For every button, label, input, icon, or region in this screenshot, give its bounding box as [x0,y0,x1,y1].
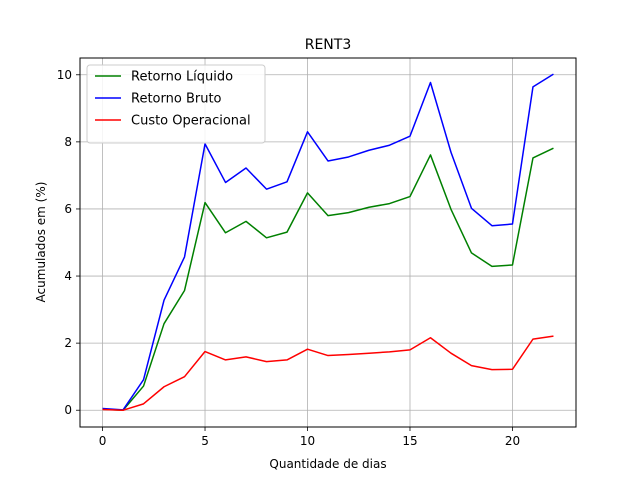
legend-label: Custo Operacional [131,114,251,129]
series-layer [102,73,554,411]
y-tick-label: 10 [57,68,72,82]
grid [80,58,576,427]
x-tick-label: 20 [505,434,520,448]
x-tick-label: 5 [201,434,209,448]
series-line-retorno-liquido [102,147,554,411]
plot-frame [79,57,577,428]
x-axis-label: Quantidade de dias [269,457,386,471]
y-tick-label: 4 [64,269,72,283]
series-line-custo-operacional [102,335,554,411]
x-tick-label: 0 [99,434,107,448]
y-tick-label: 8 [64,135,72,149]
x-tick-label: 15 [402,434,417,448]
legend-label: Retorno Líquido [131,70,233,85]
ticks: 0 5 10 15 20 0 2 4 6 8 10 [57,68,520,448]
series-line-retorno-bruto [102,73,554,411]
y-tick-label: 2 [64,336,72,350]
y-tick-label: 6 [64,202,72,216]
y-axis-label: Acumulados em (%) [34,182,48,303]
legend: Retorno Líquido Retorno Bruto Custo Operac… [86,64,266,144]
legend-label: Retorno Bruto [131,92,222,107]
x-tick-label: 10 [300,434,315,448]
legend-box [86,64,266,144]
chart-title: RENT3 [305,37,352,53]
y-tick-label: 0 [64,403,72,417]
